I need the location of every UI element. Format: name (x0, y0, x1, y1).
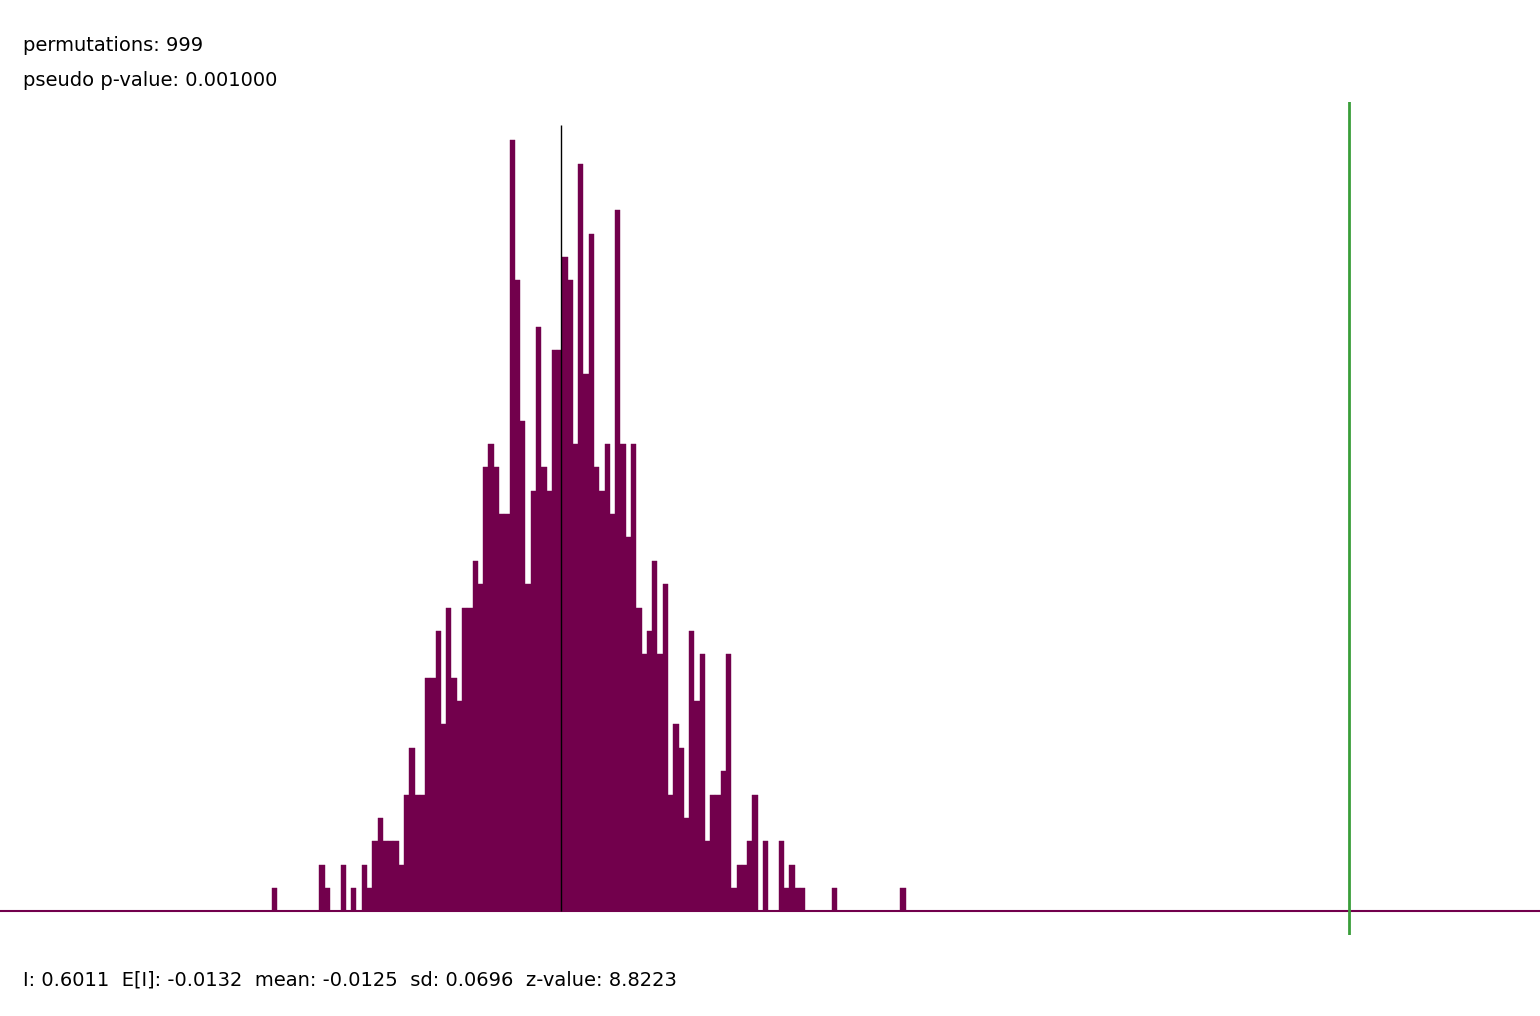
Bar (473, 561, 477, 911)
Bar (525, 584, 531, 911)
Bar (477, 584, 484, 911)
Bar (425, 678, 430, 911)
Bar (753, 795, 758, 911)
Bar (651, 561, 658, 911)
Bar (488, 444, 494, 911)
Bar (605, 444, 610, 911)
Bar (668, 795, 673, 911)
Bar (457, 701, 462, 911)
Bar (383, 841, 388, 911)
Bar (779, 841, 784, 911)
Bar (673, 724, 679, 911)
Bar (414, 795, 420, 911)
Bar (584, 374, 588, 911)
Bar (388, 841, 393, 911)
Bar (367, 888, 373, 911)
Bar (447, 608, 451, 911)
Bar (705, 841, 710, 911)
Bar (662, 584, 668, 911)
Bar (594, 467, 599, 911)
Bar (621, 444, 625, 911)
Bar (547, 491, 551, 911)
Bar (541, 467, 547, 911)
Bar (521, 421, 525, 911)
Bar (599, 491, 605, 911)
Bar (531, 491, 536, 911)
Bar (588, 234, 594, 911)
Bar (399, 865, 403, 911)
Bar (610, 514, 614, 911)
Bar (514, 280, 521, 911)
Bar (362, 865, 367, 911)
Bar (799, 888, 805, 911)
Bar (557, 351, 562, 911)
Bar (451, 678, 457, 911)
Bar (273, 888, 277, 911)
Bar (614, 210, 621, 911)
Bar (695, 701, 699, 911)
Bar (562, 257, 568, 911)
Bar (430, 678, 436, 911)
Bar (747, 841, 753, 911)
Bar (679, 748, 684, 911)
Bar (573, 444, 578, 911)
Bar (410, 748, 414, 911)
Bar (736, 865, 742, 911)
Bar (393, 841, 399, 911)
Bar (568, 280, 573, 911)
Bar (642, 654, 647, 911)
Bar (467, 608, 473, 911)
Bar (688, 631, 695, 911)
Bar (319, 865, 325, 911)
Bar (351, 888, 356, 911)
Bar (484, 467, 488, 911)
Bar (725, 654, 731, 911)
Bar (536, 327, 541, 911)
Bar (625, 537, 631, 911)
Bar (578, 164, 584, 911)
Bar (901, 888, 906, 911)
Bar (504, 514, 510, 911)
Bar (784, 888, 790, 911)
Bar (377, 818, 383, 911)
Bar (699, 654, 705, 911)
Bar (510, 140, 514, 911)
Text: pseudo p-value: 0.001000: pseudo p-value: 0.001000 (23, 71, 277, 90)
Bar (551, 351, 557, 911)
Bar (684, 818, 688, 911)
Bar (710, 795, 716, 911)
Bar (420, 795, 425, 911)
Bar (832, 888, 836, 911)
Bar (795, 888, 799, 911)
Bar (721, 771, 725, 911)
Bar (499, 514, 504, 911)
Bar (647, 631, 651, 911)
Text: I: 0.6011  E[I]: -0.0132  mean: -0.0125  sd: 0.0696  z-value: 8.8223: I: 0.6011 E[I]: -0.0132 mean: -0.0125 sd… (23, 970, 678, 990)
Bar (716, 795, 721, 911)
Bar (462, 608, 467, 911)
Bar (340, 865, 346, 911)
Bar (373, 841, 377, 911)
Bar (742, 865, 747, 911)
Bar (790, 865, 795, 911)
Bar (658, 654, 662, 911)
Text: permutations: 999: permutations: 999 (23, 36, 203, 55)
Bar (440, 724, 447, 911)
Bar (403, 795, 410, 911)
Bar (631, 444, 636, 911)
Bar (762, 841, 768, 911)
Bar (436, 631, 440, 911)
Bar (325, 888, 330, 911)
Bar (494, 467, 499, 911)
Bar (636, 608, 642, 911)
Bar (732, 888, 736, 911)
